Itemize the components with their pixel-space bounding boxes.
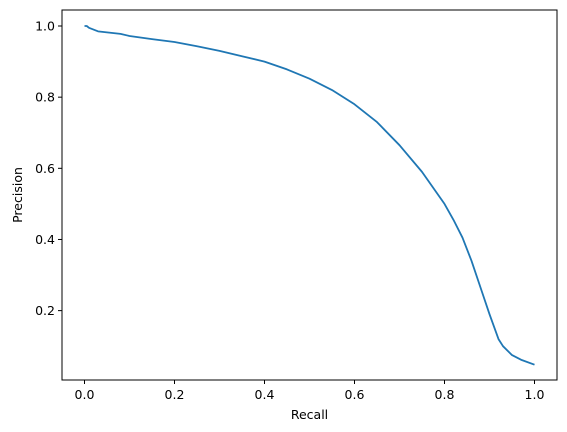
y-tick-label: 0.2 [35, 303, 55, 318]
y-axis-ticks: 0.2 0.4 0.6 0.8 1.0 [35, 19, 62, 318]
x-tick-label: 0.4 [255, 387, 275, 402]
y-tick-label: 0.8 [35, 90, 55, 105]
x-tick-label: 0.0 [75, 387, 95, 402]
plot-frame [61, 9, 558, 381]
plot-lines [84, 25, 535, 366]
y-tick-label: 1.0 [35, 19, 55, 34]
x-axis-label: Recall [291, 407, 328, 422]
y-tick-label: 0.4 [35, 232, 55, 247]
x-tick-label: 0.2 [165, 387, 185, 402]
y-axis-label: Precision [10, 167, 25, 223]
y-tick-label: 0.6 [35, 161, 55, 176]
x-tick-label: 0.6 [345, 387, 365, 402]
precision-recall-curve [84, 25, 535, 366]
x-tick-label: 1.0 [525, 387, 545, 402]
x-axis-ticks: 0.0 0.2 0.4 0.6 0.8 1.0 [75, 380, 545, 402]
x-tick-label: 0.8 [435, 387, 455, 402]
